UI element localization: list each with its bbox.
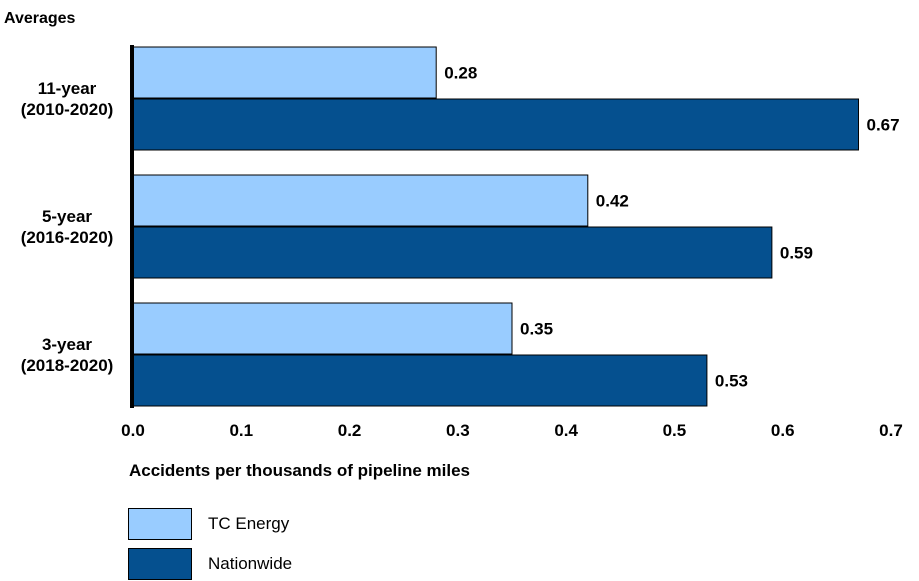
x-tick-label-0-4: 0.4 [554, 421, 578, 440]
legend-label-tc-energy: TC Energy [208, 514, 290, 533]
y-axis-title: Averages [4, 10, 76, 27]
bar-tc-energy-5-year [132, 174, 589, 227]
x-tick-label-0-5: 0.5 [663, 421, 687, 440]
data-label-tc-energy-3-year: 0.35 [520, 320, 553, 339]
bar-tc-energy-11-year [132, 46, 437, 99]
x-tick-label-0-1: 0.1 [229, 421, 253, 440]
bar-nationwide-3-year [132, 354, 708, 407]
category-labels: 11-year (2010-2020) 5-year (2016-2020) 3-yea… [21, 79, 114, 375]
x-tick-label-0-0: 0.0 [121, 421, 145, 440]
category-label-5-year: 5-year (2016-2020) [21, 207, 114, 247]
x-tick-label-0-6: 0.6 [771, 421, 795, 440]
x-tick-labels: 0.0 0.1 0.2 0.3 0.4 0.5 0.6 0.7 [121, 421, 903, 440]
data-label-nationwide-5-year: 0.59 [780, 244, 813, 263]
legend-swatch-nationwide [128, 548, 192, 580]
bar-nationwide-5-year [132, 226, 773, 279]
data-label-tc-energy-5-year: 0.42 [596, 192, 629, 211]
data-label-nationwide-3-year: 0.53 [715, 372, 748, 391]
x-tick-label-0-7: 0.7 [879, 421, 903, 440]
category-label-11-year: 11-year (2010-2020) [21, 79, 114, 119]
x-axis-title: Accidents per thousands of pipeline mile… [129, 461, 470, 480]
bar-tc-energy-3-year [132, 302, 513, 355]
bar-nationwide-11-year [132, 98, 860, 151]
category-label-3-year: 3-year (2018-2020) [21, 335, 114, 375]
legend-item-nationwide: Nationwide [128, 548, 292, 580]
x-tick-label-0-2: 0.2 [338, 421, 362, 440]
legend-item-tc-energy: TC Energy [128, 508, 289, 540]
legend-swatch-tc-energy [128, 508, 192, 540]
x-tick-label-0-3: 0.3 [446, 421, 470, 440]
bars-group: 0.28 0.67 0.42 0.59 0.35 0.53 [132, 46, 900, 407]
data-label-nationwide-11-year: 0.67 [867, 116, 900, 135]
data-label-tc-energy-11-year: 0.28 [444, 64, 477, 83]
legend-label-nationwide: Nationwide [208, 554, 293, 573]
